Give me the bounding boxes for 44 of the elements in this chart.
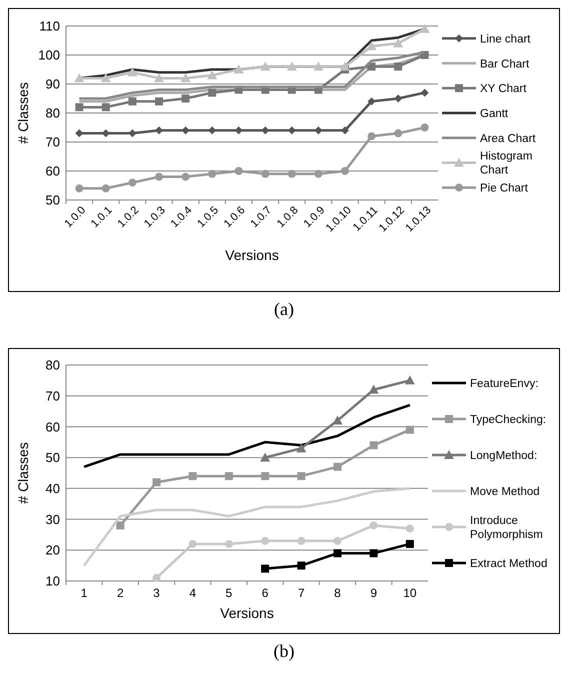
x-tick-label: 3 (153, 586, 160, 600)
legend-label: Extract Method (470, 558, 548, 570)
y-tick-label: 40 (46, 480, 60, 496)
y-tick-label: 60 (46, 164, 60, 179)
legend-label: Introduce Polymorphism (470, 515, 543, 542)
legend-label: LongMethod: (470, 450, 538, 462)
x-tick-label: 10 (403, 586, 417, 600)
y-axis-title: # Classes (15, 82, 31, 144)
y-tick-label: 10 (46, 574, 60, 589)
x-axis-title: Versions (225, 247, 279, 263)
x-tick-label: 8 (334, 586, 342, 600)
x-tick-label: 6 (262, 586, 269, 600)
x-tick-label: 7 (298, 586, 305, 600)
legend-label: TypeChecking: (470, 414, 546, 426)
y-tick-label: 80 (46, 358, 60, 373)
x-tick-label: 9 (370, 586, 378, 600)
y-tick-label: 60 (46, 419, 60, 434)
y-tick-label: 100 (38, 48, 60, 63)
legend-label: Histogram Chart (480, 150, 532, 177)
legend-label: Gantt (480, 108, 509, 120)
legend-label: Bar Chart (480, 58, 530, 70)
y-tick-label: 70 (46, 388, 60, 404)
legend-label: XY Chart (480, 83, 528, 96)
y-tick-label: 20 (46, 542, 60, 558)
y-tick-label: 110 (39, 18, 60, 34)
x-tick-label: 5 (226, 586, 233, 600)
legend-label: Area Chart (480, 132, 536, 145)
x-tick-label: 2 (116, 586, 124, 600)
text: (a) (274, 299, 294, 319)
y-tick-label: 70 (46, 134, 60, 150)
y-tick-label: 50 (46, 450, 60, 466)
legend-label: FeatureEnvy: (470, 378, 538, 390)
y-tick-label: 50 (46, 192, 60, 208)
x-tick-label: 1 (80, 586, 88, 600)
y-tick-label: 80 (46, 106, 60, 121)
legend-label: Line chart (480, 33, 532, 46)
x-axis-title: Versions (220, 605, 274, 621)
legend-label: Move Method (470, 486, 540, 498)
x-tick-label: 4 (189, 586, 196, 600)
y-tick-label: 30 (46, 512, 60, 527)
text: (b) (274, 641, 294, 661)
legend-label: Pie Chart (480, 182, 529, 195)
y-tick-label: 90 (46, 76, 60, 92)
y-axis-title: # Classes (15, 442, 31, 504)
